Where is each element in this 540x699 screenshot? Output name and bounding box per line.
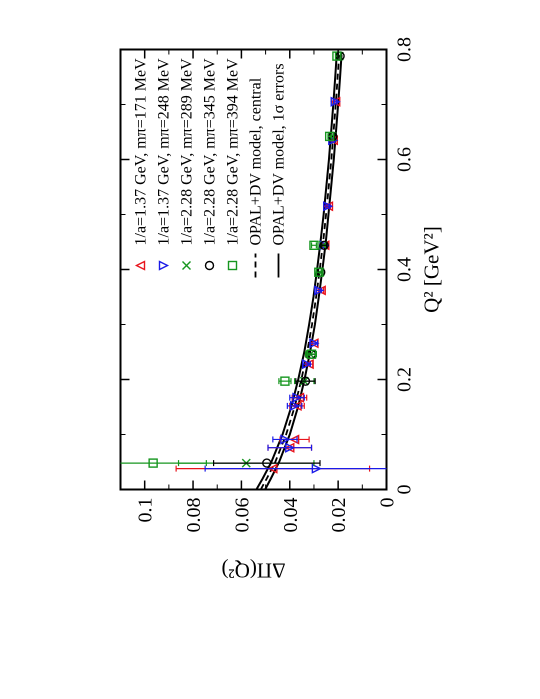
data-point [311,463,322,474]
data-point [289,434,300,445]
data-point [285,442,296,453]
legend-entry-3: 1/a=2.28 GeV, mπ=289 MeV [179,58,196,270]
legend-entry-4: 1/a=2.28 GeV, mπ=345 MeV [202,58,219,271]
data-point [148,458,158,468]
y-tick-label: 0 [377,498,399,508]
legend: 1/a=1.37 GeV, mπ=171 MeV 1/a=1.37 GeV, mπ… [133,58,288,278]
legend-marker [134,260,146,271]
data-point [289,400,301,412]
data-point [319,240,329,250]
legend-label: 1/a=2.28 GeV, mπ=394 MeV [225,58,242,246]
data-point [314,285,325,296]
legend-label: 1/a=2.28 GeV, mπ=289 MeV [179,58,196,246]
data-point [330,96,341,107]
data-point [306,349,317,359]
y-tick-label: 0.06 [231,498,253,533]
data-point [262,458,272,468]
legend-label: 1/a=2.28 GeV, mπ=345 MeV [202,58,219,246]
data-point [300,376,311,386]
legend-entry-1: 1/a=1.37 GeV, mπ=171 MeV [133,58,150,271]
data-point [302,358,313,370]
legend-entry-7: OPAL+DV model, 1σ errors [271,63,288,278]
series-5 [120,51,342,468]
data-point [332,51,342,61]
legend-marker [158,260,170,271]
x-tick-label: 0.2 [394,367,416,392]
data-point [292,392,303,403]
data-point [314,267,324,277]
data-points [120,51,387,474]
x-tick-label: 0.4 [394,257,416,282]
axes: 0 0.2 0.4 0.6 0.8 0 0.02 0.04 0.06 0.08 0.1 [120,37,416,533]
data-point [309,338,320,349]
legend-marker [182,261,191,270]
legend-label: 1/a=1.37 GeV, mπ=248 MeV [156,58,173,246]
legend-label: 1/a=1.37 GeV, mπ=171 MeV [133,58,150,246]
model-curves [255,54,343,490]
data-point [280,434,291,445]
y-axis-title: ΔΠ(Q²) [221,559,285,583]
legend-marker [204,260,215,271]
x-axis-title: Q² [GeV²] [420,226,444,313]
legend-entry-2: 1/a=1.37 GeV, mπ=248 MeV [156,58,173,271]
x-tick-label: 0.8 [394,37,416,62]
y-tick-label: 0.08 [183,498,205,533]
data-point [309,240,319,250]
legend-label: OPAL+DV model, central [248,77,265,245]
legend-entry-6: OPAL+DV model, central [248,77,265,278]
x-tick-label: 0.6 [394,147,416,172]
legend-entry-5: 1/a=2.28 GeV, mπ=394 MeV [225,58,242,271]
legend-label: OPAL+DV model, 1σ errors [271,63,288,245]
data-point [324,131,335,142]
y-tick-label: 0.04 [280,498,302,533]
data-point [303,358,314,370]
legend-marker [227,260,238,271]
x-tick-label: 0 [394,485,416,495]
data-point [280,376,290,386]
y-tick-label: 0.02 [328,498,350,533]
data-point [323,201,334,212]
y-tick-label: 0.1 [135,498,157,523]
